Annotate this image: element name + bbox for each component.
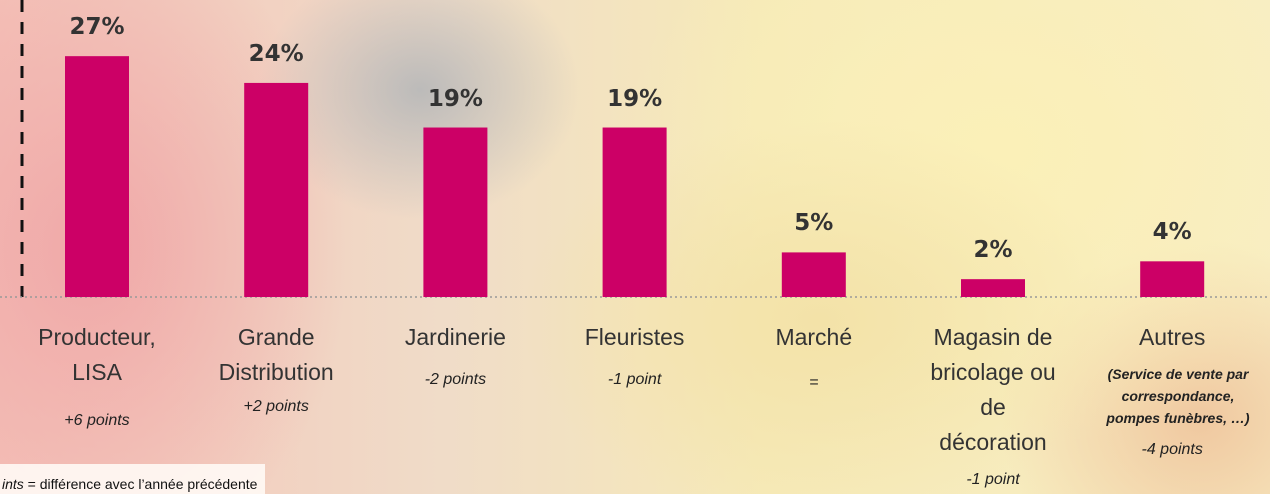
category-label: Magasin de bricolage ou de décoration — [903, 320, 1083, 460]
footnote-text: = différence avec l’année précédente — [24, 476, 258, 492]
change-label: -2 points — [365, 371, 545, 389]
category-label: Grande Distribution — [186, 320, 366, 390]
value-label: 24% — [216, 41, 336, 67]
value-label: 19% — [575, 86, 695, 112]
bar — [782, 252, 846, 297]
category-label: Autres — [1082, 320, 1262, 355]
value-label: 19% — [395, 86, 515, 112]
bar — [65, 56, 129, 297]
bar — [423, 128, 487, 297]
change-label: = — [724, 374, 904, 392]
change-label: +2 points — [186, 398, 366, 416]
category-label: Fleuristes — [545, 320, 725, 355]
bar — [603, 128, 667, 297]
bar — [1140, 261, 1204, 297]
category-note: (Service de vente par correspondance, po… — [1078, 363, 1270, 429]
footnote-box: ints = différence avec l’année précédent… — [0, 464, 265, 494]
footnote: ints = différence avec l’année précédent… — [2, 476, 257, 492]
bar — [961, 279, 1025, 297]
chart: (Service de vente par correspondance, po… — [0, 0, 1270, 494]
value-label: 27% — [37, 14, 157, 40]
category-label: Marché — [724, 320, 904, 355]
change-label: -4 points — [1082, 441, 1262, 459]
value-label: 4% — [1112, 219, 1232, 245]
change-label: +6 points — [7, 412, 187, 430]
category-label: Jardinerie — [365, 320, 545, 355]
bar — [244, 83, 308, 297]
footnote-term: ints — [2, 476, 24, 492]
value-label: 2% — [933, 237, 1053, 263]
change-label: -1 point — [903, 471, 1083, 489]
value-label: 5% — [754, 210, 874, 236]
category-label: Producteur, LISA — [7, 320, 187, 390]
change-label: -1 point — [545, 371, 725, 389]
